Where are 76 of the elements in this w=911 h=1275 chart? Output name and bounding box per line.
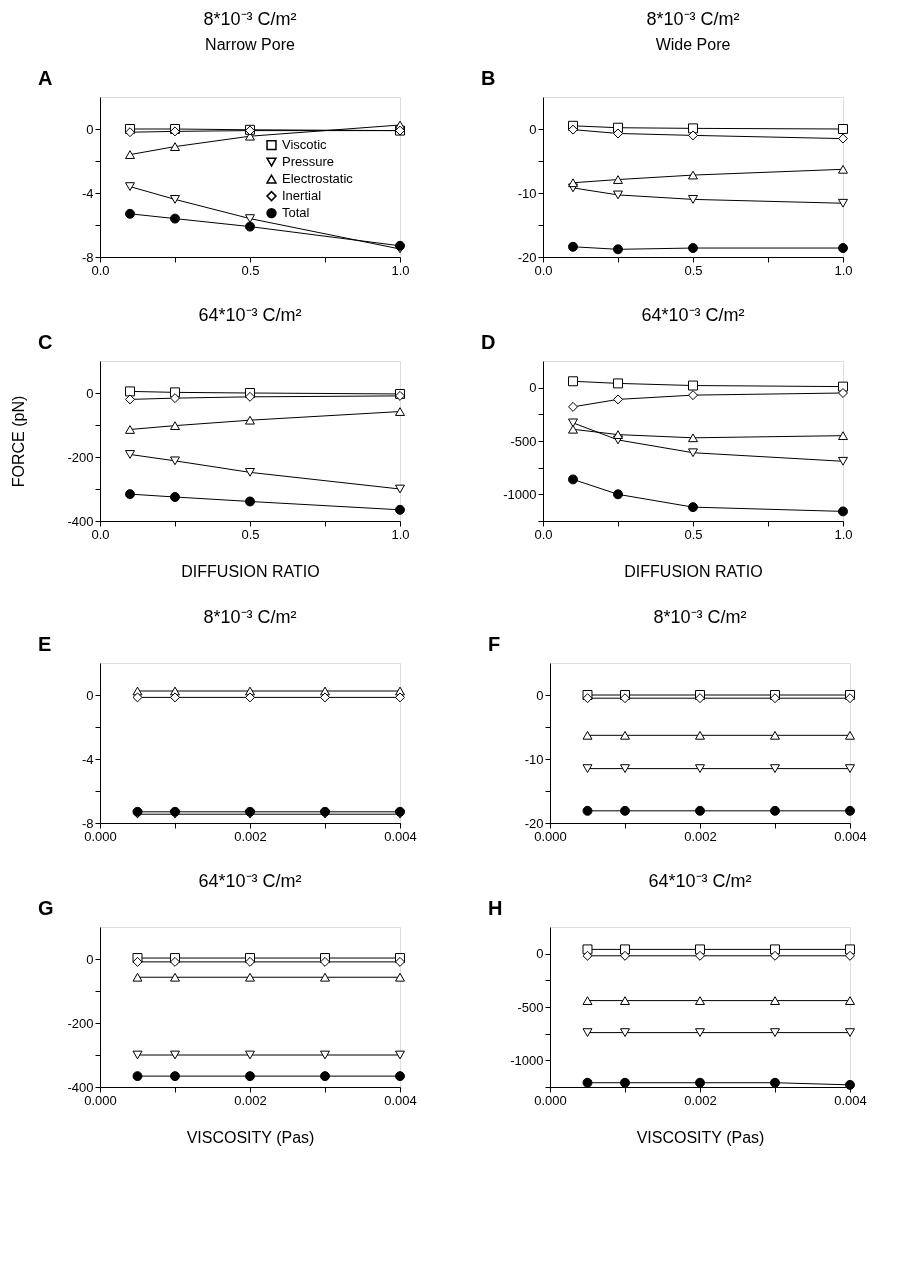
y-tick-label: 0 — [529, 121, 537, 137]
y-tick-label: -10 — [517, 185, 537, 201]
text: H — [488, 897, 503, 919]
y-tick-label: -500 — [517, 999, 544, 1015]
x-tick-label: 0.004 — [834, 828, 867, 844]
x-axis-title: DIFFUSION RATIO — [624, 562, 763, 580]
x-tick-label: 1.0 — [834, 526, 853, 542]
x-tick-label: 0.0 — [91, 262, 110, 278]
y-tick-label: 0 — [86, 687, 94, 703]
legend-label: Inertial — [282, 188, 322, 204]
x-tick-label: 0.0 — [534, 262, 553, 278]
y-tick-label: -400 — [67, 1079, 94, 1095]
chart-title: 64*10⁻³ C/m² — [198, 305, 302, 325]
legend-label: Electrostatic — [282, 171, 354, 187]
y-tick-label: -500 — [510, 433, 537, 449]
text: G — [38, 897, 54, 919]
chart-title: 8*10⁻³ C/m² — [203, 607, 297, 627]
y-tick-label: -1000 — [510, 1052, 544, 1068]
x-tick-label: 0.0 — [534, 526, 553, 542]
text: Wide Pore — [655, 36, 731, 53]
y-tick-label: -200 — [67, 449, 94, 465]
x-tick-label: 0.002 — [684, 828, 717, 844]
x-axis-title: VISCOSITY (Pas) — [186, 1128, 315, 1146]
x-tick-label: 0.004 — [384, 828, 417, 844]
legend-label: Viscotic — [282, 137, 328, 153]
x-tick-label: 1.0 — [391, 262, 410, 278]
x-axis-title: DIFFUSION RATIO — [181, 562, 320, 580]
text: E — [38, 633, 52, 655]
x-tick-label: 1.0 — [834, 262, 853, 278]
x-tick-label: 0.002 — [684, 1092, 717, 1108]
y-tick-label: -400 — [67, 513, 94, 529]
legend-label: Pressure — [282, 154, 335, 170]
y-axis-title: FORCE (pN) — [10, 395, 28, 488]
x-tick-label: 0.000 — [534, 828, 567, 844]
text: D — [481, 331, 496, 353]
x-tick-label: 1.0 — [391, 526, 410, 542]
y-tick-label: -8 — [81, 249, 94, 265]
x-tick-label: 0.000 — [534, 1092, 567, 1108]
x-tick-label: 0.002 — [234, 1092, 267, 1108]
y-tick-label: -20 — [524, 815, 544, 831]
y-tick-label: -1000 — [503, 486, 537, 502]
chart-title: 64*10⁻³ C/m² — [198, 871, 302, 891]
y-tick-label: -20 — [517, 249, 537, 265]
x-tick-label: 0.0 — [91, 526, 110, 542]
text: Narrow Pore — [205, 36, 295, 53]
x-tick-label: 0.5 — [241, 262, 260, 278]
chart-title: 8*10⁻³ C/m² — [646, 9, 740, 29]
x-axis-title: VISCOSITY (Pas) — [636, 1128, 765, 1146]
y-tick-label: 0 — [86, 951, 94, 967]
x-tick-label: 0.000 — [84, 828, 117, 844]
text: F — [488, 633, 501, 655]
y-tick-label: 0 — [536, 946, 544, 962]
text: B — [481, 67, 496, 89]
x-tick-label: 0.004 — [834, 1092, 867, 1108]
text: C — [38, 331, 53, 353]
x-tick-label: 0.5 — [684, 262, 703, 278]
x-tick-label: 0.004 — [384, 1092, 417, 1108]
y-tick-label: -8 — [81, 815, 94, 831]
legend-label: Total — [282, 205, 310, 221]
x-tick-label: 0.5 — [241, 526, 260, 542]
y-tick-label: 0 — [529, 380, 537, 396]
chart-title: 8*10⁻³ C/m² — [203, 9, 297, 29]
chart-title: 8*10⁻³ C/m² — [653, 607, 747, 627]
x-tick-label: 0.002 — [234, 828, 267, 844]
y-tick-label: 0 — [536, 687, 544, 703]
x-tick-label: 0.000 — [84, 1092, 117, 1108]
x-tick-label: 0.5 — [684, 526, 703, 542]
chart-title: 64*10⁻³ C/m² — [648, 871, 752, 891]
y-tick-label: -200 — [67, 1015, 94, 1031]
y-tick-label: -4 — [81, 185, 94, 201]
y-tick-label: 0 — [86, 385, 94, 401]
y-tick-label: -10 — [524, 751, 544, 767]
chart-title: 64*10⁻³ C/m² — [641, 305, 745, 325]
y-tick-label: 0 — [86, 121, 94, 137]
text: A — [38, 67, 53, 89]
y-tick-label: -4 — [81, 751, 94, 767]
